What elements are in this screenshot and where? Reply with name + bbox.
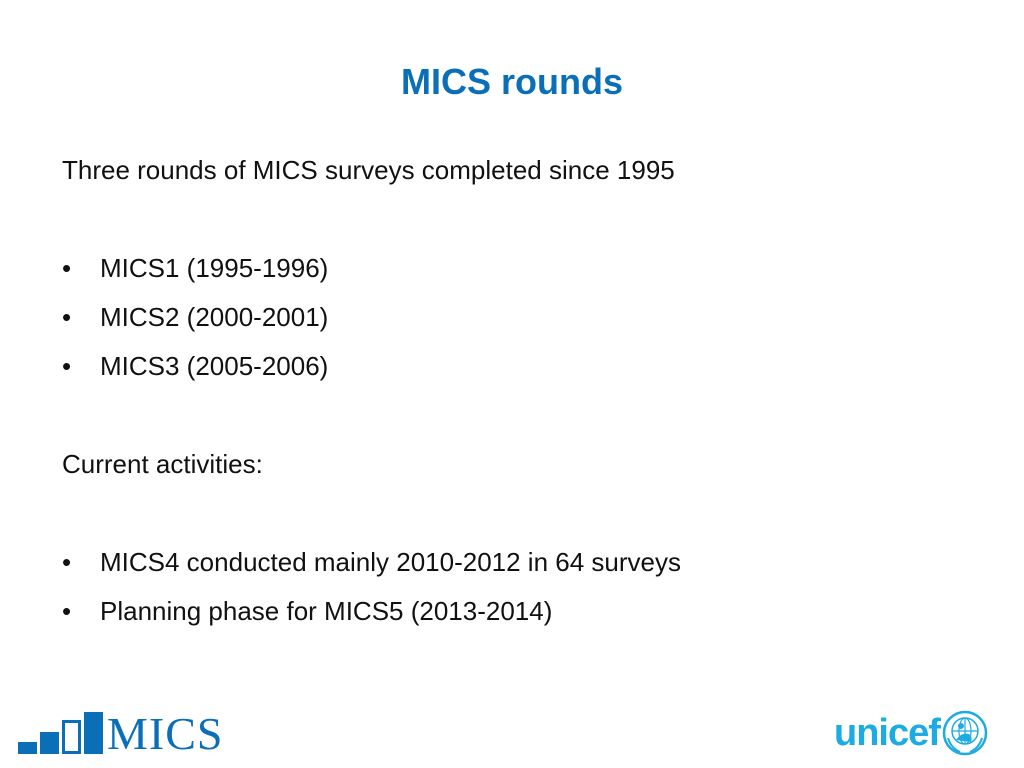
- slide-title: MICS rounds: [401, 61, 623, 102]
- unicef-logo-text: unicef: [834, 712, 941, 754]
- bullet-marker: •: [62, 253, 72, 283]
- list-item: • MICS2 (2000-2001): [62, 293, 962, 342]
- unicef-logo: unicef: [834, 708, 988, 758]
- rounds-list: • MICS1 (1995-1996) • MICS2 (2000-2001) …: [62, 244, 962, 391]
- list-item-text: MICS3 (2005-2006): [100, 351, 329, 381]
- list-item-text: MICS2 (2000-2001): [100, 302, 329, 332]
- mics-logo: MICS: [18, 708, 224, 759]
- slide-body: Three rounds of MICS surveys completed s…: [62, 146, 962, 636]
- current-heading: Current activities:: [62, 449, 263, 479]
- list-item-text: MICS1 (1995-1996): [100, 253, 329, 283]
- intro-text: Three rounds of MICS surveys completed s…: [62, 155, 675, 185]
- spacer: [62, 489, 962, 538]
- unicef-emblem-icon: [942, 710, 988, 756]
- current-list: • MICS4 conducted mainly 2010-2012 in 64…: [62, 538, 962, 636]
- list-item: • MICS4 conducted mainly 2010-2012 in 64…: [62, 538, 962, 587]
- bar-chart-icon: [18, 712, 103, 754]
- bullet-marker: •: [62, 351, 72, 381]
- mics-logo-text: MICS: [107, 708, 224, 759]
- list-item-text: Planning phase for MICS5 (2013-2014): [100, 596, 553, 626]
- list-item: • Planning phase for MICS5 (2013-2014): [62, 587, 962, 636]
- list-item: • MICS1 (1995-1996): [62, 244, 962, 293]
- list-item-text: MICS4 conducted mainly 2010-2012 in 64 s…: [100, 547, 681, 577]
- bullet-marker: •: [62, 547, 72, 577]
- bullet-marker: •: [62, 302, 72, 332]
- list-item: • MICS3 (2005-2006): [62, 342, 962, 391]
- spacer: [62, 391, 962, 440]
- spacer: [62, 195, 962, 244]
- bullet-marker: •: [62, 596, 72, 626]
